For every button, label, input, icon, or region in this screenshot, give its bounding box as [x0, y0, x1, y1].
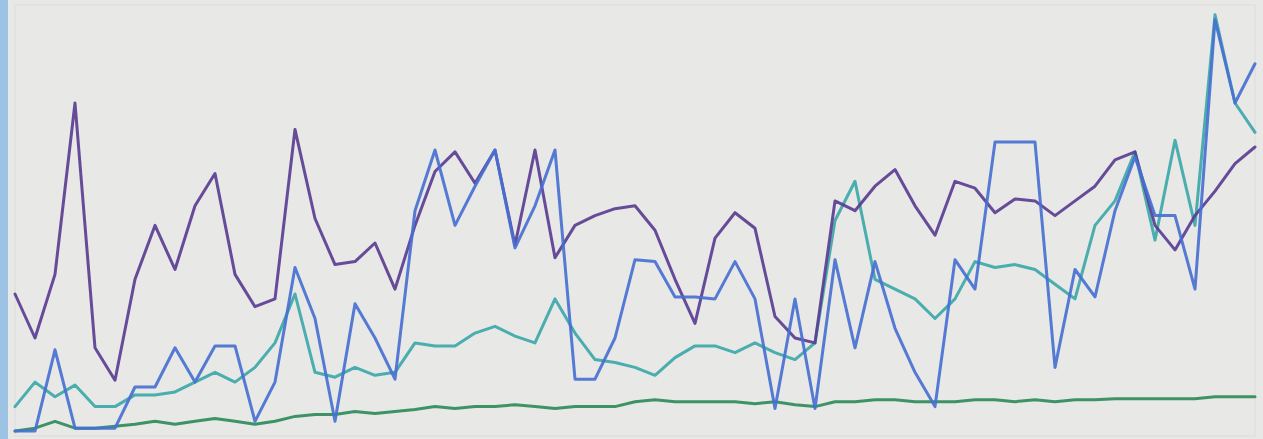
- plot-frame: [15, 5, 1255, 436]
- series-line: [15, 20, 1255, 431]
- series-line: [15, 397, 1255, 431]
- screen-edge: [0, 0, 8, 439]
- series-line: [15, 15, 1255, 407]
- series-line: [15, 103, 1255, 380]
- background: [0, 0, 1263, 439]
- chart: [0, 0, 1263, 439]
- series-group: [15, 15, 1255, 431]
